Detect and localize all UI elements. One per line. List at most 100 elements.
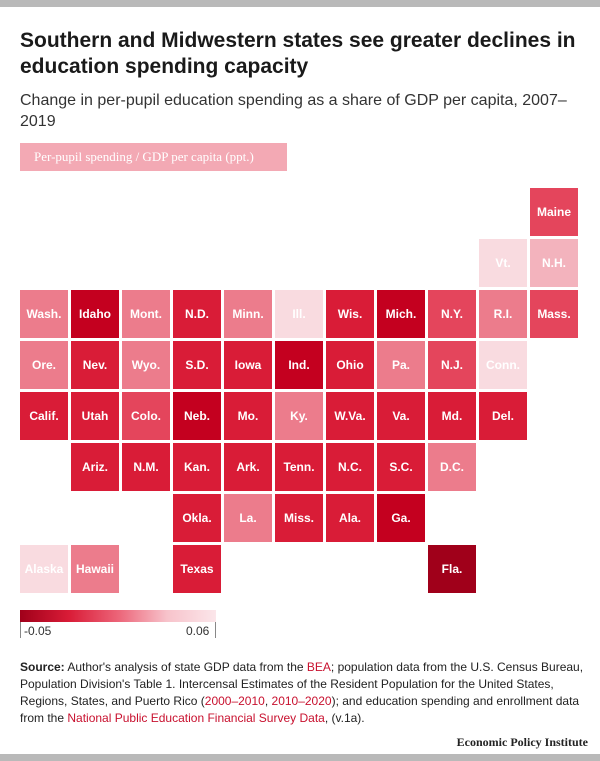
source-text-4: ); and education spending and enrollment… xyxy=(20,694,580,725)
state-label: Ill. xyxy=(292,307,306,321)
state-tile[interactable]: N.J. xyxy=(428,341,476,389)
state-label: S.C. xyxy=(389,460,413,474)
state-tile[interactable]: Neb. xyxy=(173,392,221,440)
state-label: Vt. xyxy=(495,256,511,270)
state-label: Idaho xyxy=(79,307,111,321)
state-label: Ore. xyxy=(31,358,56,372)
state-tile[interactable]: Mich. xyxy=(377,290,425,338)
state-tile[interactable]: Idaho xyxy=(71,290,119,338)
state-label: Mass. xyxy=(537,307,571,321)
state-label: Nev. xyxy=(82,358,108,372)
state-tile[interactable]: Ill. xyxy=(275,290,323,338)
state-tile[interactable]: S.D. xyxy=(173,341,221,389)
state-tile[interactable]: N.D. xyxy=(173,290,221,338)
state-tile[interactable]: Ga. xyxy=(377,494,425,542)
state-tile[interactable]: Ohio xyxy=(326,341,374,389)
state-label: Maine xyxy=(536,205,571,219)
state-tile[interactable]: Mont. xyxy=(122,290,170,338)
state-tile[interactable]: Mass. xyxy=(530,290,578,338)
state-tile[interactable]: Mo. xyxy=(224,392,272,440)
state-label: R.I. xyxy=(493,307,513,321)
state-tile[interactable]: N.M. xyxy=(122,443,170,491)
state-label: Calif. xyxy=(29,409,59,423)
state-tile[interactable]: Colo. xyxy=(122,392,170,440)
state-tile[interactable]: Iowa xyxy=(224,341,272,389)
state-tile[interactable]: Va. xyxy=(377,392,425,440)
state-tile[interactable]: R.I. xyxy=(479,290,527,338)
state-label: Utah xyxy=(81,409,109,423)
state-tile[interactable]: Vt. xyxy=(479,239,527,287)
state-tile[interactable]: Nev. xyxy=(71,341,119,389)
state-tile[interactable]: Calif. xyxy=(20,392,68,440)
state-label: Miss. xyxy=(283,511,314,525)
state-tile[interactable]: Ore. xyxy=(20,341,68,389)
state-label: S.D. xyxy=(185,358,209,372)
state-tile[interactable]: Conn. xyxy=(479,341,527,389)
state-tile[interactable]: Ind. xyxy=(275,341,323,389)
state-label: N.C. xyxy=(338,460,362,474)
chart-title: Southern and Midwestern states see great… xyxy=(20,29,576,78)
state-tile[interactable]: Ark. xyxy=(224,443,272,491)
state-tile[interactable]: Del. xyxy=(479,392,527,440)
state-tile[interactable]: Okla. xyxy=(173,494,221,542)
state-label: Kan. xyxy=(183,460,210,474)
state-tile[interactable]: Miss. xyxy=(275,494,323,542)
state-tile[interactable]: Ariz. xyxy=(71,443,119,491)
npefs-link[interactable]: National Public Education Financial Surv… xyxy=(67,711,325,725)
state-tile[interactable]: Texas xyxy=(173,545,221,593)
state-tile[interactable]: Kan. xyxy=(173,443,221,491)
state-tile[interactable]: Wis. xyxy=(326,290,374,338)
legend-label: Per-pupil spending / GDP per capita (ppt… xyxy=(20,143,287,171)
census-2000-link[interactable]: 2000–2010 xyxy=(204,694,265,708)
state-label: Alaska xyxy=(24,562,64,576)
state-tile[interactable]: Utah xyxy=(71,392,119,440)
state-label: Mo. xyxy=(237,409,259,423)
state-tile[interactable]: Minn. xyxy=(224,290,272,338)
state-tile[interactable]: Wyo. xyxy=(122,341,170,389)
state-label: Okla. xyxy=(182,511,212,525)
source-text-3: , xyxy=(264,694,272,708)
state-tile[interactable]: Alaska xyxy=(20,545,68,593)
source-text-5: , (v.1a). xyxy=(324,711,365,725)
state-tile[interactable]: Maine xyxy=(530,188,578,236)
census-2010-link[interactable]: 2010–2020 xyxy=(271,694,332,708)
state-label: Ind. xyxy=(288,358,310,372)
bottom-border xyxy=(0,754,600,761)
state-tile[interactable]: Md. xyxy=(428,392,476,440)
state-tile[interactable]: D.C. xyxy=(428,443,476,491)
state-label: Va. xyxy=(392,409,410,423)
state-label: W.Va. xyxy=(334,409,366,423)
color-scale-bar xyxy=(20,610,216,622)
state-tile[interactable]: La. xyxy=(224,494,272,542)
state-label: Wash. xyxy=(26,307,62,321)
state-tile[interactable]: N.C. xyxy=(326,443,374,491)
source-label: Source: xyxy=(20,660,65,674)
state-label: N.M. xyxy=(133,460,159,474)
state-tile[interactable]: S.C. xyxy=(377,443,425,491)
state-tile[interactable]: Pa. xyxy=(377,341,425,389)
state-tile[interactable]: W.Va. xyxy=(326,392,374,440)
source-note: Source: Author's analysis of state GDP d… xyxy=(20,659,586,727)
state-label: Conn. xyxy=(486,358,520,372)
state-tile[interactable]: Ala. xyxy=(326,494,374,542)
color-scale-max-label: 0.06 xyxy=(186,624,210,638)
state-tile[interactable]: Hawaii xyxy=(71,545,119,593)
brand-logo-text: Economic Policy Institute xyxy=(456,735,588,749)
state-tile[interactable]: N.H. xyxy=(530,239,578,287)
state-label: D.C. xyxy=(440,460,464,474)
state-label: Colo. xyxy=(131,409,161,423)
state-label: Iowa xyxy=(234,358,262,372)
state-tile[interactable]: N.Y. xyxy=(428,290,476,338)
state-label: Tenn. xyxy=(283,460,315,474)
source-text-1: Author's analysis of state GDP data from… xyxy=(64,660,307,674)
state-tile[interactable]: Fla. xyxy=(428,545,476,593)
top-border xyxy=(0,0,600,7)
state-tile[interactable]: Tenn. xyxy=(275,443,323,491)
state-tile[interactable]: Wash. xyxy=(20,290,68,338)
state-label: N.H. xyxy=(542,256,566,270)
state-tile[interactable]: Ky. xyxy=(275,392,323,440)
bea-link[interactable]: BEA xyxy=(306,660,331,674)
state-label: Pa. xyxy=(391,358,410,372)
state-label: Del. xyxy=(491,409,514,423)
